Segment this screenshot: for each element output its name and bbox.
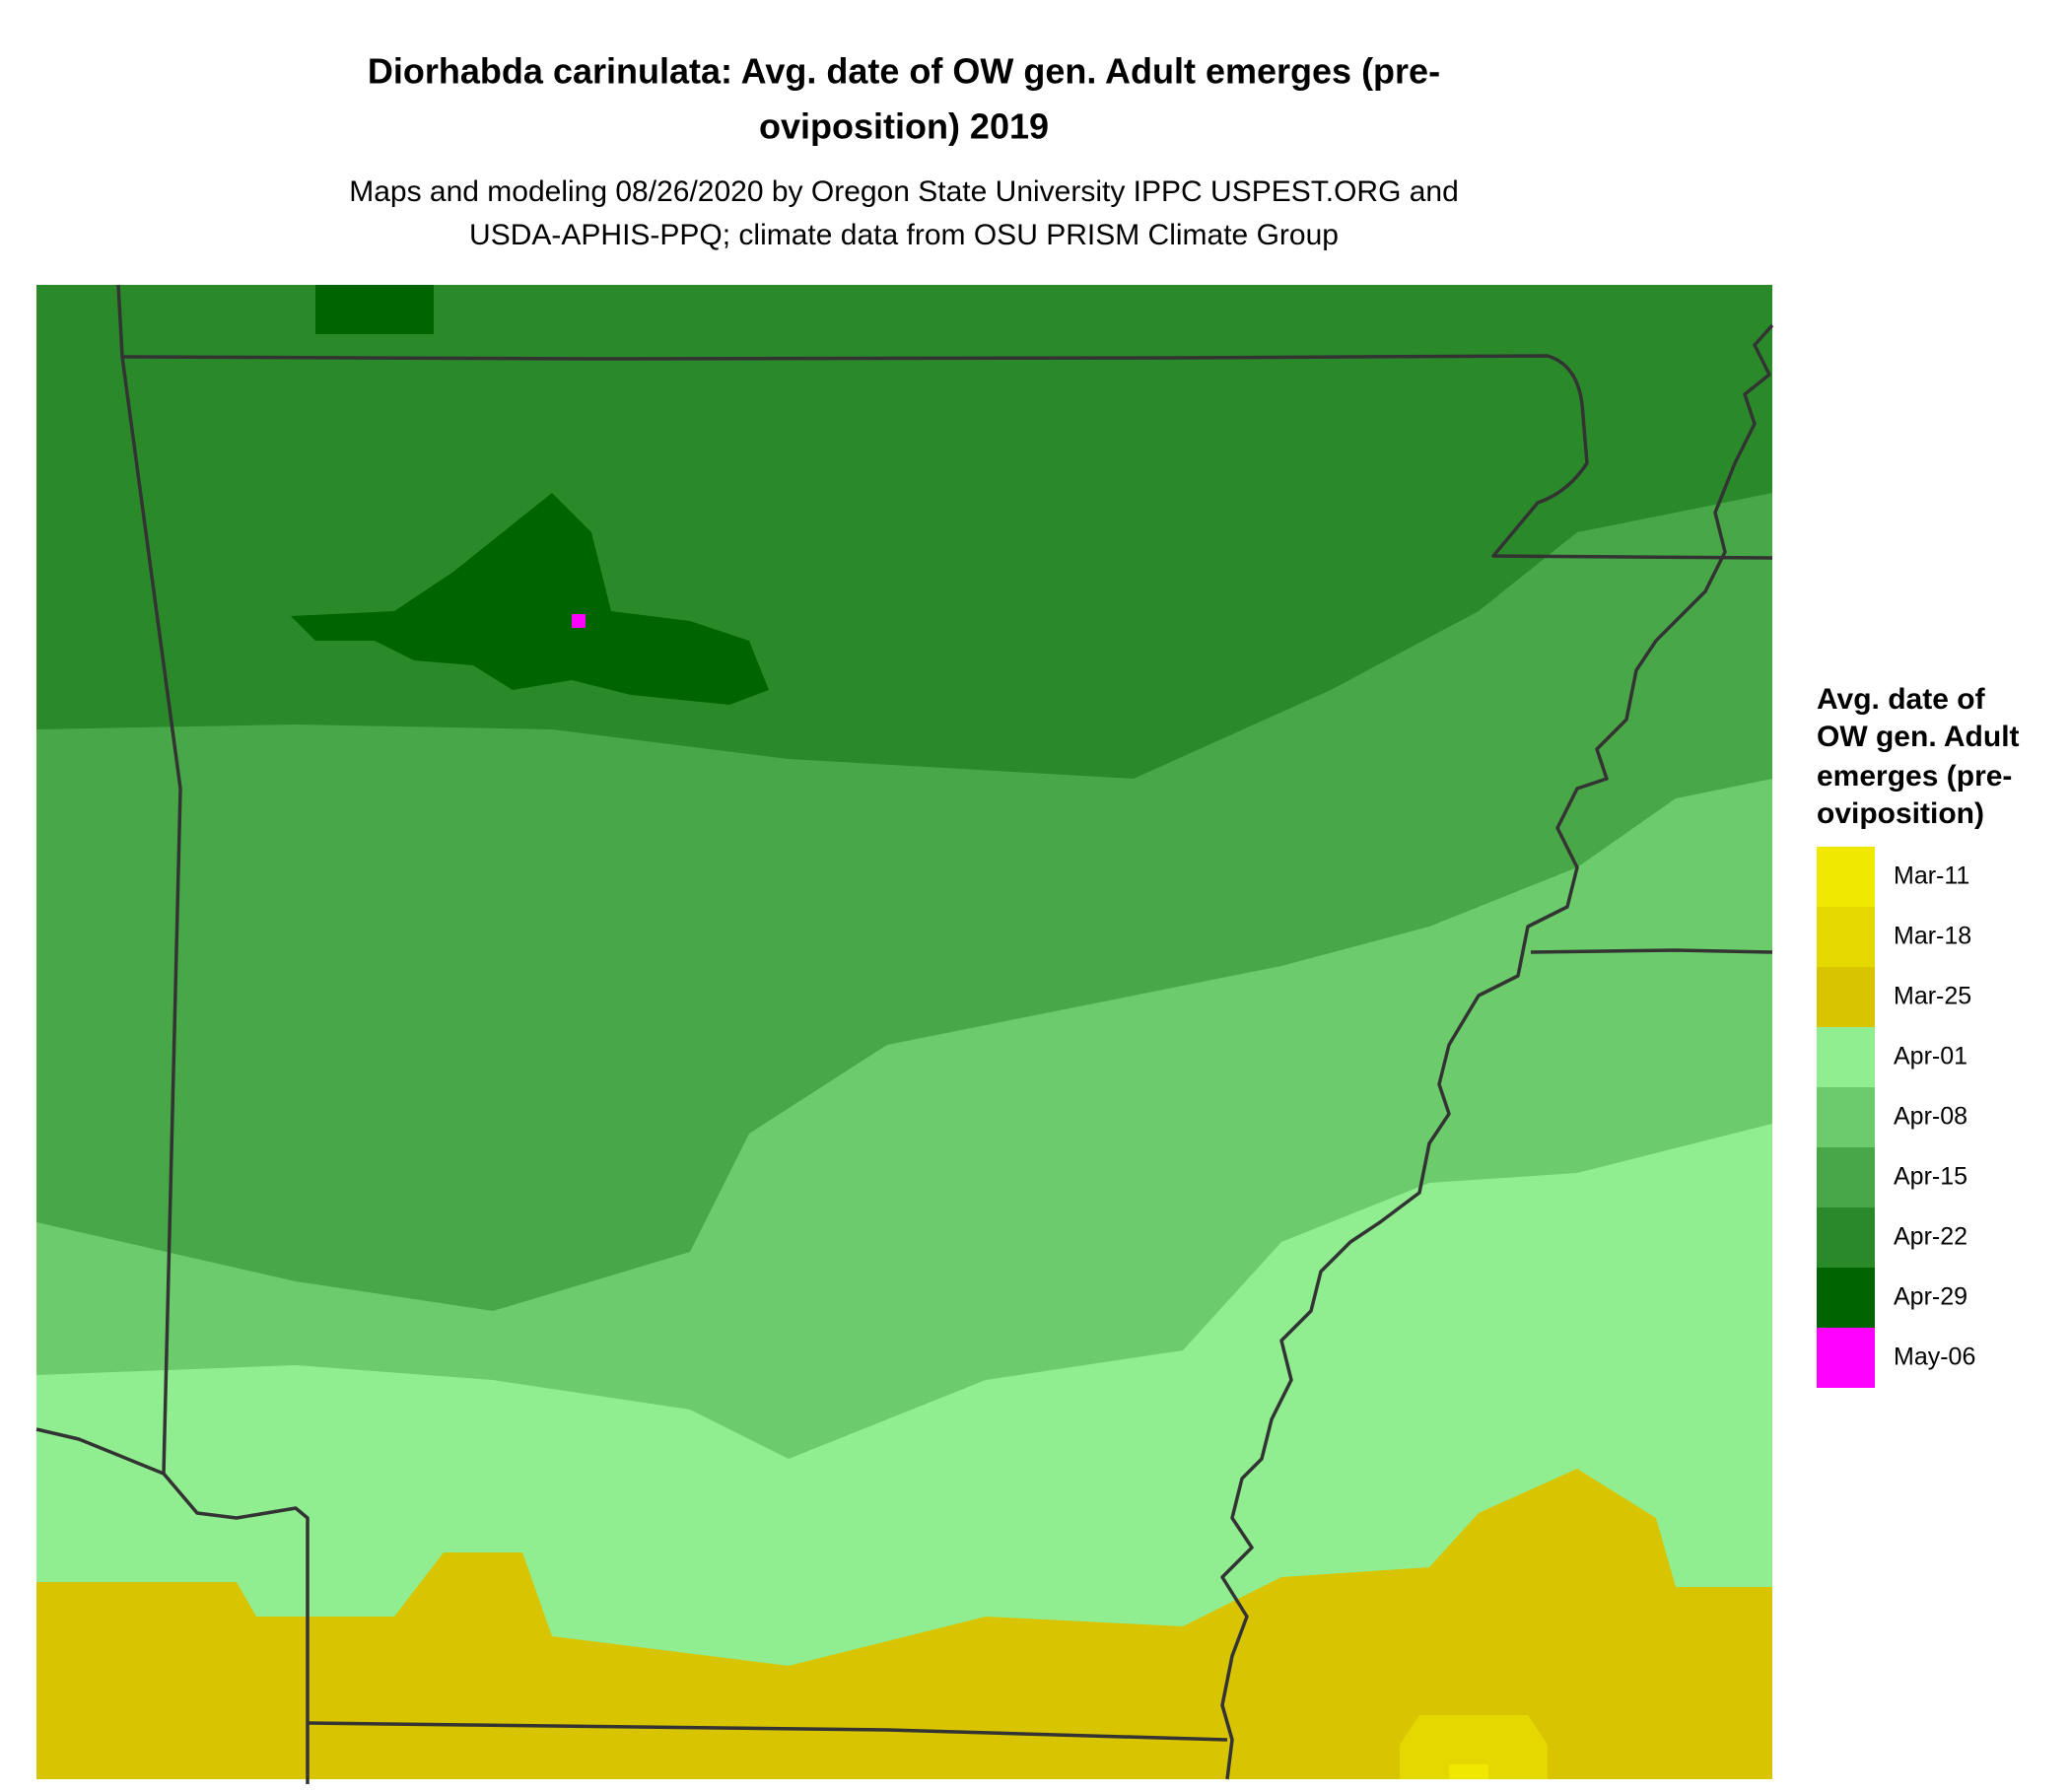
legend-title: OW gen. Adult (1817, 721, 2020, 753)
legend-label: Mar-11 (1894, 862, 1969, 890)
map-region (1449, 1764, 1488, 1779)
legend-label: Apr-22 (1894, 1223, 1967, 1251)
state-border (116, 284, 182, 1475)
river-border (1220, 323, 1774, 1780)
state-border (1530, 948, 1773, 954)
map-region (315, 285, 434, 334)
legend-swatch (1817, 1207, 1875, 1268)
legend-swatch (1817, 1027, 1875, 1087)
legend-title: Avg. date of (1817, 683, 1986, 716)
legend-label: Apr-29 (1894, 1283, 1967, 1311)
legend-label: May-06 (1894, 1344, 1975, 1371)
legend-label: Mar-18 (1894, 923, 1971, 950)
title-line: Diorhabda carinulata: Avg. date of OW ge… (368, 51, 1440, 92)
legend-swatch (1817, 1328, 1875, 1388)
legend-swatch (1817, 967, 1875, 1027)
legend-swatch (1817, 1087, 1875, 1147)
map-region (1400, 1715, 1548, 1779)
legend-swatch (1817, 847, 1875, 907)
legend-label: Apr-08 (1894, 1103, 1967, 1131)
map-region (572, 614, 586, 628)
legend-title: oviposition) (1817, 797, 1984, 830)
legend-label: Mar-25 (1894, 983, 1971, 1010)
legend-swatch (1817, 1268, 1875, 1328)
map (35, 284, 1774, 1784)
state-border (121, 354, 1773, 560)
legend-swatch (1817, 907, 1875, 967)
legend-label: Apr-15 (1894, 1163, 1967, 1191)
legend-label: Apr-01 (1894, 1043, 1967, 1070)
subtitle-line: USDA-APHIS-PPQ; climate data from OSU PR… (469, 219, 1339, 251)
state-border (35, 1427, 310, 1784)
legend-title: emerges (pre- (1817, 760, 2012, 793)
legend: Avg. date of OW gen. Adult emerges (pre-… (1817, 683, 2020, 1388)
legend-swatch (1817, 1147, 1875, 1207)
map-region (36, 1469, 1772, 1779)
state-border (307, 1721, 1228, 1742)
subtitle-line: Maps and modeling 08/26/2020 by Oregon S… (349, 175, 1459, 208)
title-line: oviposition) 2019 (759, 106, 1049, 147)
map-region (291, 493, 769, 705)
